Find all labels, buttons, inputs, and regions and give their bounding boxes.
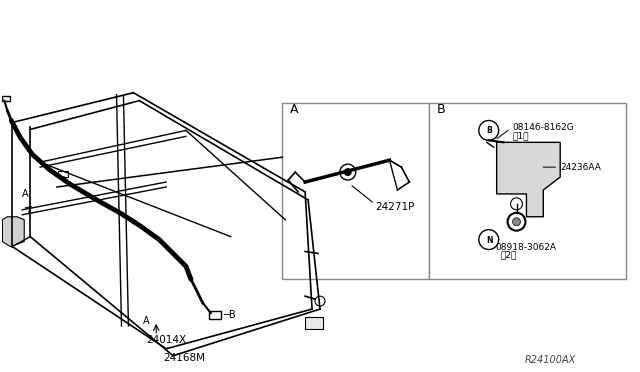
Text: B: B bbox=[486, 126, 492, 135]
Circle shape bbox=[513, 218, 520, 226]
Text: N: N bbox=[486, 235, 492, 244]
Text: 08918-3062A: 08918-3062A bbox=[495, 243, 557, 251]
Polygon shape bbox=[3, 217, 24, 247]
Bar bbox=[58, 171, 68, 177]
Text: （1）: （1） bbox=[513, 131, 529, 140]
Bar bbox=[282, 103, 429, 279]
Bar bbox=[3, 96, 10, 101]
Polygon shape bbox=[497, 142, 560, 217]
Text: 08146-8162G: 08146-8162G bbox=[513, 124, 574, 132]
Bar bbox=[305, 317, 323, 329]
Text: A: A bbox=[290, 103, 299, 116]
Circle shape bbox=[511, 198, 522, 210]
Text: 24014X: 24014X bbox=[147, 335, 186, 345]
Text: A: A bbox=[143, 316, 150, 326]
Text: 24236AA: 24236AA bbox=[560, 163, 601, 172]
Circle shape bbox=[344, 168, 352, 176]
Text: R24100AX: R24100AX bbox=[525, 355, 576, 365]
Bar bbox=[429, 103, 626, 279]
Text: 24271P: 24271P bbox=[376, 202, 415, 212]
Text: （2）: （2） bbox=[500, 250, 517, 259]
Bar bbox=[209, 311, 221, 319]
Text: A: A bbox=[22, 189, 29, 199]
Text: 24168M: 24168M bbox=[163, 353, 205, 363]
Text: B: B bbox=[437, 103, 445, 116]
Text: ─B: ─B bbox=[223, 310, 236, 320]
